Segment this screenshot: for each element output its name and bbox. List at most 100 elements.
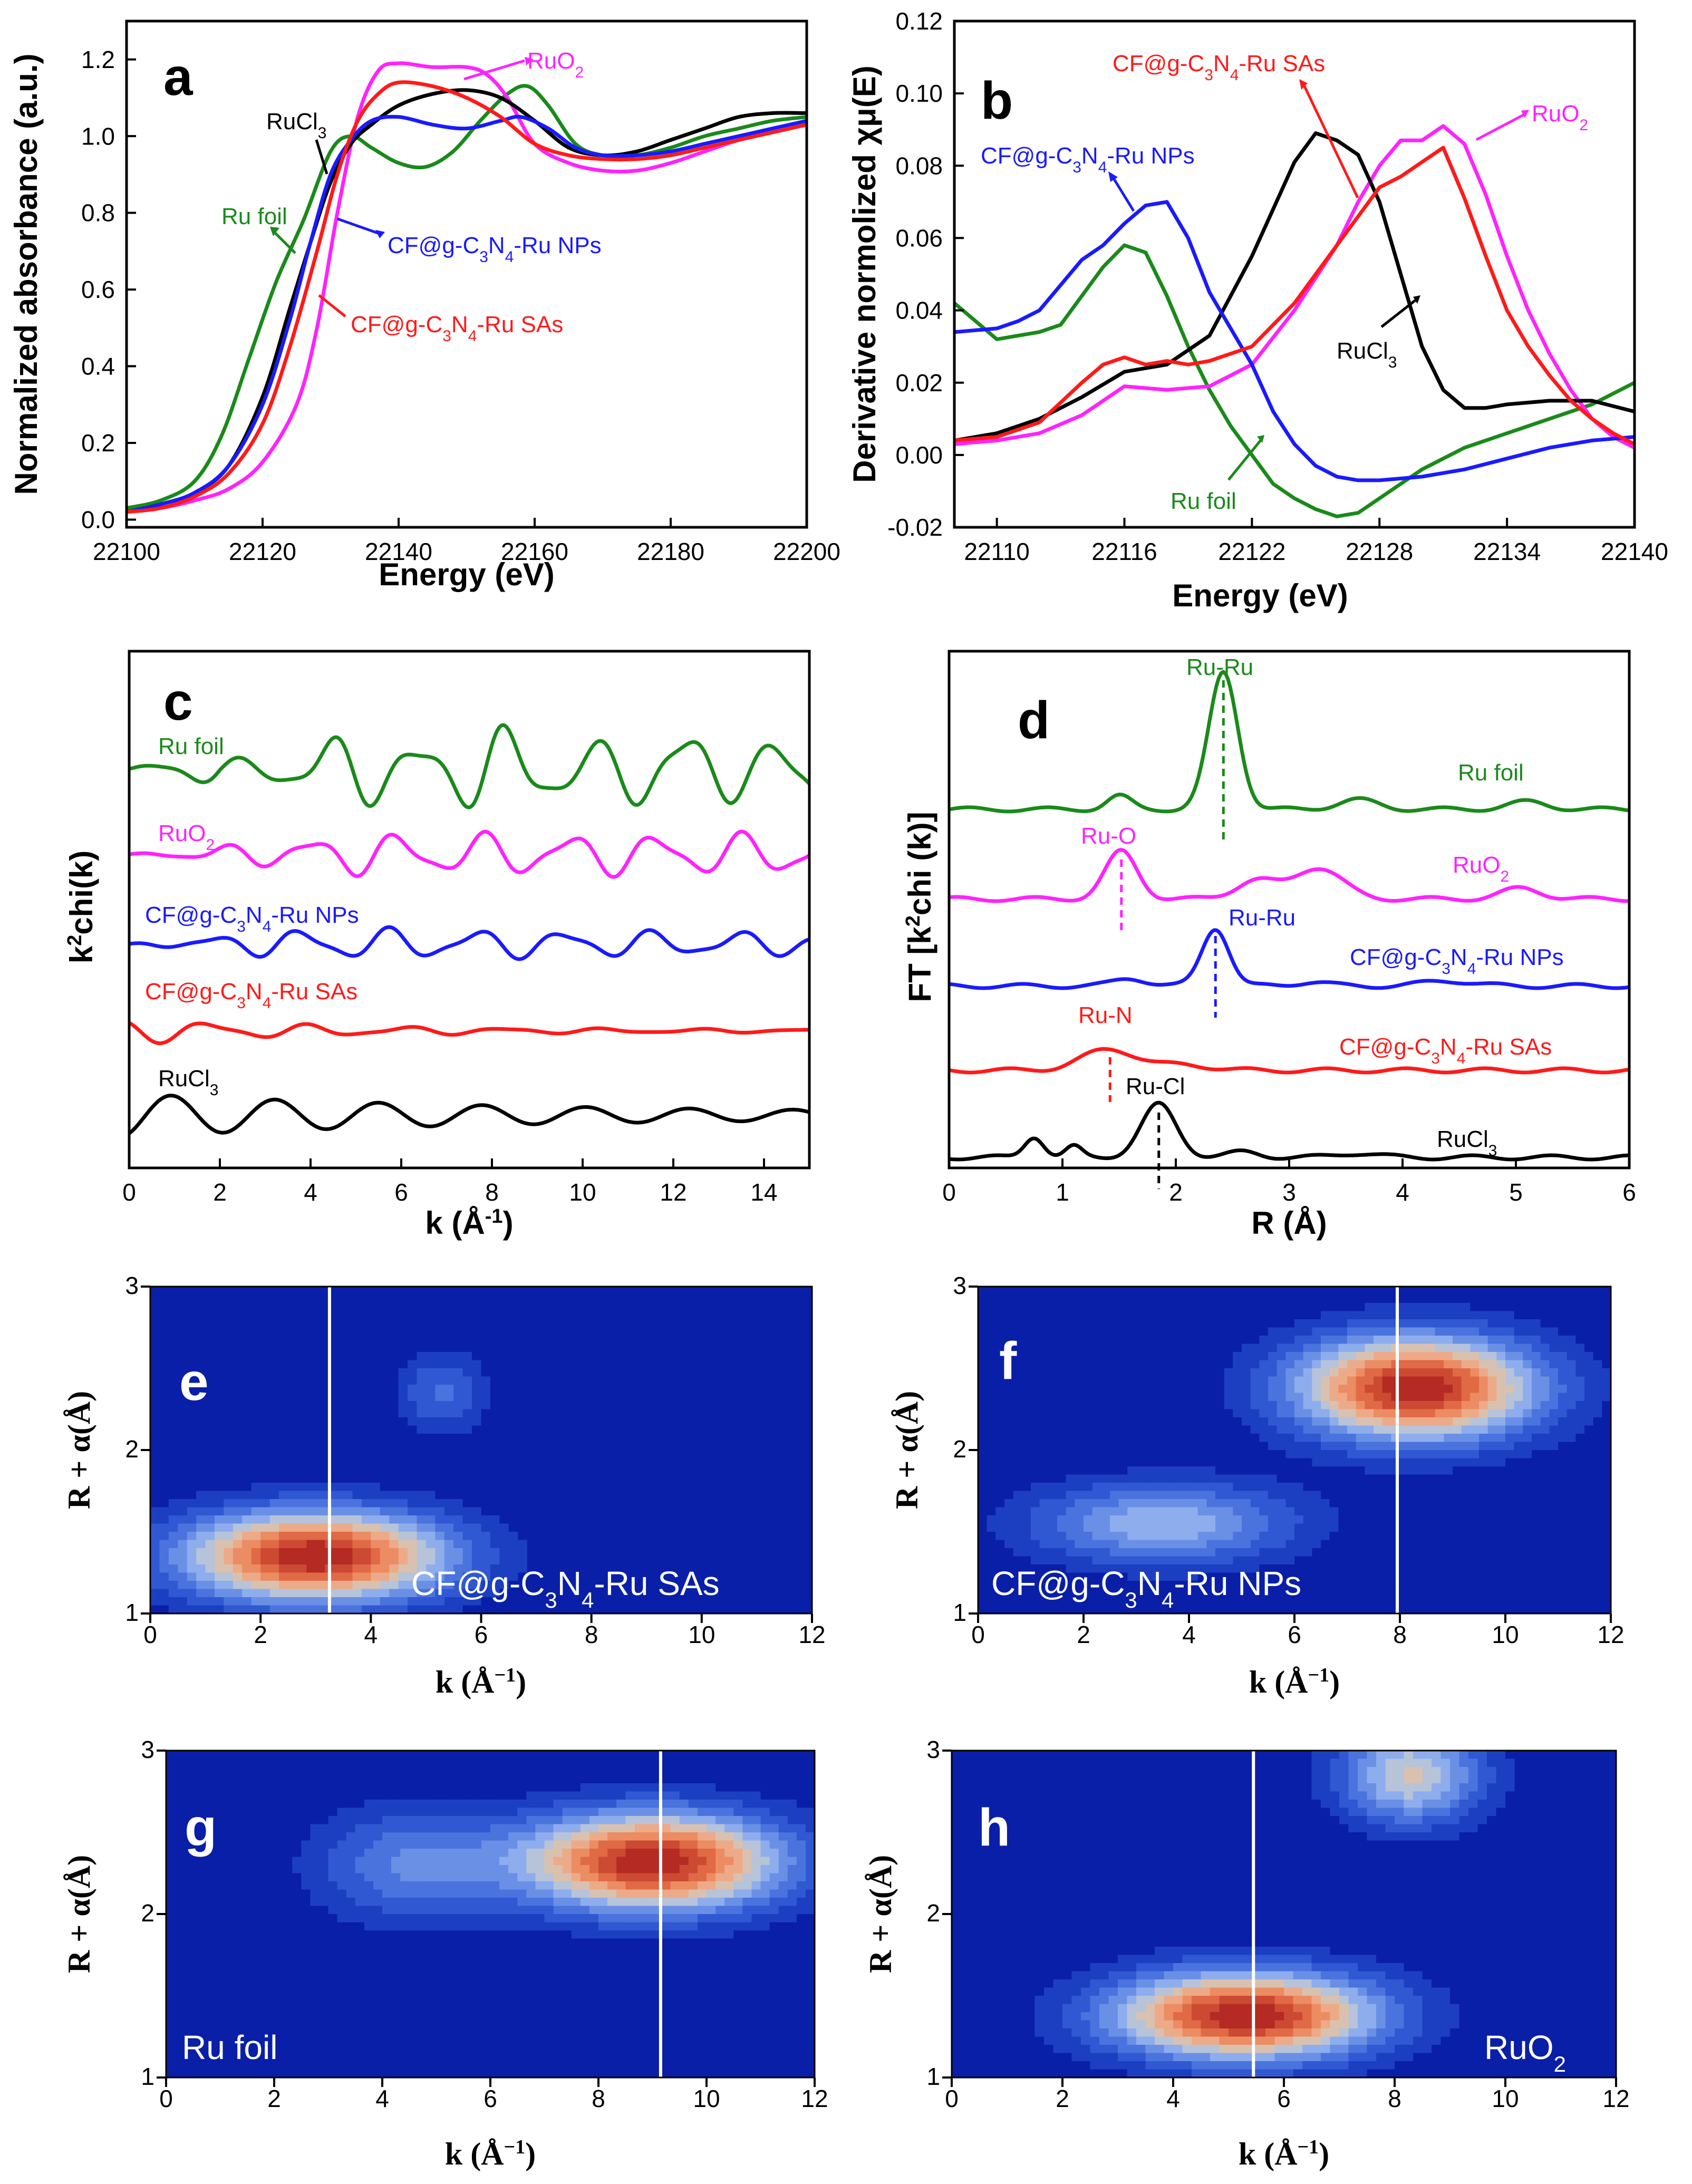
contour-cell	[1118, 1491, 1128, 1500]
contour-cell	[1347, 1572, 1357, 1581]
contour-cell	[1294, 1336, 1304, 1345]
contour-cell	[1365, 1483, 1374, 1492]
contour-cell	[1250, 1385, 1260, 1394]
contour-cell	[573, 1507, 583, 1516]
contour-cell	[1321, 1556, 1330, 1565]
contour-cell	[398, 1564, 408, 1573]
contour-cell	[1189, 1393, 1198, 1402]
panel-d-label-rucl3: RuCl3	[1437, 1126, 1497, 1159]
contour-cell	[747, 1556, 758, 1565]
contour-cell	[371, 1548, 381, 1557]
contour-cell	[1197, 1294, 1207, 1303]
contour-cell	[1285, 1515, 1295, 1524]
contour-cell	[1022, 1393, 1031, 1402]
contour-cell	[1022, 1319, 1031, 1328]
contour-cell	[297, 1523, 307, 1532]
contour-cell	[1277, 1597, 1287, 1606]
contour-cell	[242, 1303, 252, 1312]
contour-cell	[297, 1532, 307, 1541]
contour-cell	[371, 1368, 381, 1377]
contour-cell	[168, 1483, 179, 1492]
contour-cell	[1374, 1327, 1383, 1336]
contour-cell	[1277, 1532, 1287, 1541]
contour-cell	[343, 1581, 353, 1590]
contour-cell	[224, 1376, 234, 1385]
contour-cell	[601, 1523, 611, 1532]
series-line	[127, 84, 807, 510]
contour-cell	[408, 1491, 418, 1500]
contour-cell	[1189, 1548, 1198, 1557]
panel-d-label-ruo2: RuO2	[1453, 852, 1509, 885]
contour-cell	[1180, 1434, 1190, 1443]
contour-cell	[757, 1393, 767, 1402]
contour-cell	[481, 1556, 491, 1565]
contour-cell	[794, 1466, 804, 1475]
contour-cell	[1189, 1564, 1198, 1573]
contour-cell	[159, 1523, 169, 1532]
contour-cell	[692, 1311, 702, 1320]
contour-cell	[729, 1303, 739, 1312]
contour-cell	[775, 1409, 785, 1418]
contour-cell	[1180, 1499, 1190, 1508]
contour-cell	[398, 1376, 408, 1385]
contour-cell	[803, 1491, 812, 1500]
contour-cell	[995, 1327, 1005, 1336]
contour-cell	[591, 1376, 601, 1385]
contour-cell	[564, 1311, 574, 1320]
contour-cell	[1338, 1564, 1348, 1573]
contour-cell	[747, 1425, 758, 1434]
contour-cell	[518, 1344, 528, 1352]
contour-cell	[472, 1540, 482, 1549]
contour-cell	[637, 1336, 647, 1345]
contour-cell	[1066, 1368, 1076, 1377]
contour-cell	[499, 1507, 509, 1516]
contour-cell	[361, 1507, 372, 1516]
contour-cell	[1189, 1327, 1198, 1336]
contour-cell	[1312, 1507, 1321, 1516]
contour-cell	[518, 1425, 528, 1434]
contour-cell	[178, 1368, 188, 1377]
contour-cell	[1233, 1393, 1242, 1402]
contour-cell	[1048, 1581, 1058, 1590]
contour-cell	[398, 1417, 408, 1426]
contour-cell	[444, 1385, 455, 1394]
series-line	[949, 928, 1630, 990]
contour-cell	[794, 1523, 804, 1532]
contour-cell	[757, 1515, 767, 1524]
contour-cell	[747, 1499, 758, 1508]
contour-cell	[1022, 1589, 1031, 1598]
contour-cell	[564, 1564, 574, 1573]
contour-cell	[1101, 1499, 1110, 1508]
contour-cell	[371, 1581, 381, 1590]
contour-cell	[343, 1417, 353, 1426]
contour-cell	[545, 1483, 555, 1492]
contour-cell	[1329, 1466, 1339, 1475]
contour-cell	[435, 1458, 445, 1467]
contour-cell	[1206, 1605, 1216, 1613]
contour-cell	[462, 1287, 472, 1296]
contour-cell	[729, 1294, 739, 1303]
contour-cell	[1224, 1311, 1234, 1320]
contour-cell	[306, 1401, 316, 1410]
contour-cell	[352, 1450, 362, 1459]
contour-cell	[426, 1581, 436, 1590]
contour-cell	[646, 1425, 656, 1434]
contour-cell	[279, 1548, 289, 1557]
contour-cell	[1127, 1458, 1137, 1467]
contour-cell	[1259, 1450, 1269, 1459]
contour-cell	[196, 1474, 206, 1483]
contour-cell	[417, 1425, 427, 1434]
panel-a: 22100 22120 22140 22160 22180 222000.00.20.40…	[8, 20, 840, 592]
contour-cell	[1356, 1564, 1366, 1573]
contour-cell	[352, 1499, 362, 1508]
contour-cell	[1382, 1540, 1392, 1549]
contour-cell	[251, 1294, 261, 1303]
contour-cell	[995, 1425, 1005, 1434]
contour-cell	[1338, 1466, 1348, 1475]
contour-cell	[1171, 1393, 1181, 1402]
contour-cell	[757, 1605, 767, 1613]
contour-cell	[1004, 1344, 1014, 1352]
contour-cell	[646, 1515, 656, 1524]
contour-cell	[665, 1442, 675, 1451]
contour-cell	[233, 1572, 243, 1581]
